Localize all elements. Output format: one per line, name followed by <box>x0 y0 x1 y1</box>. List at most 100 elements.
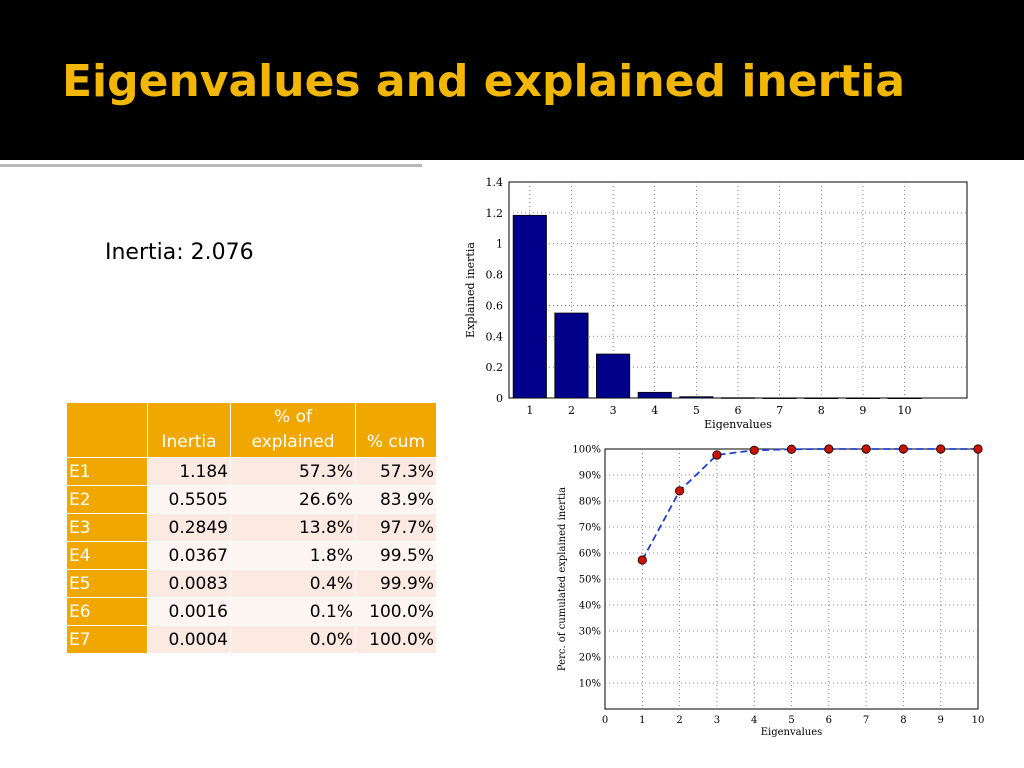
cell-explained: 26.6% <box>230 485 356 514</box>
row-label: E4 <box>66 541 148 570</box>
y-tick-label: 1.4 <box>486 176 504 189</box>
x-axis-label: Eigenvalues <box>761 727 823 738</box>
table-body: E1 1.184 57.3% 57.3% E2 0.5505 26.6% 83.9% E3 0.2… <box>66 457 437 654</box>
y-tick-label: 1.2 <box>486 207 504 220</box>
cell-inertia: 0.0004 <box>147 625 231 654</box>
y-tick-label: 60% <box>579 549 601 560</box>
bar <box>596 353 631 399</box>
data-point <box>936 444 946 454</box>
series-line <box>641 448 978 561</box>
table-row: E3 0.2849 13.8% 97.7% <box>66 513 437 542</box>
y-tick-label: 40% <box>579 601 601 612</box>
cell-explained: 0.0% <box>230 625 356 654</box>
table-header-row: Inertia % of explained % cum <box>66 402 437 458</box>
y-tick-label: 20% <box>579 653 601 664</box>
y-tick-label: 70% <box>579 523 601 534</box>
cell-explained: 13.8% <box>230 513 356 542</box>
y-tick-label: 10% <box>579 679 601 690</box>
row-label: E6 <box>66 597 148 626</box>
row-label: E7 <box>66 625 148 654</box>
data-point <box>973 444 983 454</box>
bar <box>679 396 714 399</box>
table-header-cell: Inertia <box>147 402 231 458</box>
x-tick-label: 7 <box>776 404 783 417</box>
row-label: E1 <box>66 457 148 486</box>
x-tick-label: 3 <box>610 404 617 417</box>
y-tick-label: 0 <box>496 392 503 405</box>
cell-cum: 97.7% <box>355 513 437 542</box>
data-point <box>861 444 871 454</box>
cell-inertia: 0.0083 <box>147 569 231 598</box>
table-row: E1 1.184 57.3% 57.3% <box>66 457 437 486</box>
cell-inertia: 0.0367 <box>147 541 231 570</box>
x-tick-label: 10 <box>972 715 985 726</box>
slide-title: Eigenvalues and explained inertia <box>62 56 906 107</box>
table-row: E2 0.5505 26.6% 83.9% <box>66 485 437 514</box>
x-tick-label: 4 <box>651 404 658 417</box>
bar-chart: 0 0.2 0.4 0.6 0.8 1 1.2 1.4 1 2 3 4 5 6 7 8 9 10 Explained… <box>464 176 968 430</box>
x-tick-label: 8 <box>900 715 906 726</box>
bar <box>554 312 589 399</box>
cell-inertia: 0.2849 <box>147 513 231 542</box>
y-axis-label: Explained inertia <box>464 242 477 338</box>
table-header-cell: % of explained <box>230 402 356 458</box>
data-point <box>712 450 722 460</box>
x-tick-label: 2 <box>676 715 682 726</box>
x-tick-label: 6 <box>826 715 832 726</box>
cell-inertia: 0.5505 <box>147 485 231 514</box>
x-tick-label: 8 <box>818 404 825 417</box>
cell-cum: 100.0% <box>355 625 437 654</box>
x-tick-label: 9 <box>859 404 866 417</box>
row-label: E5 <box>66 569 148 598</box>
x-tick-label: 4 <box>751 715 757 726</box>
cell-inertia: 0.0016 <box>147 597 231 626</box>
x-tick-label: 3 <box>714 715 720 726</box>
y-tick-label: 100% <box>572 445 601 456</box>
data-point <box>824 444 834 454</box>
line-chart: 10% 20% 30% 40% 50% 60% 70% 80% 90% 100% 0 1 2 3 4 5 6 7 8… <box>548 438 994 740</box>
y-tick-label: 50% <box>579 575 601 586</box>
y-tick-label: 0.6 <box>486 299 504 312</box>
title-bar: Eigenvalues and explained inertia <box>0 0 1024 160</box>
y-axis-label: Perc. of cumulated explained inertia <box>557 487 568 671</box>
y-tick-label: 1 <box>496 238 503 251</box>
table-row: E7 0.0004 0.0% 100.0% <box>66 625 437 654</box>
table-row: E6 0.0016 0.1% 100.0% <box>66 597 437 626</box>
total-inertia-text: Inertia: 2.076 <box>105 240 254 265</box>
bar <box>804 397 839 399</box>
table-header-cell: % cum <box>355 402 437 458</box>
bar <box>720 397 756 399</box>
x-tick-label: 0 <box>602 715 608 726</box>
x-tick-label: 9 <box>938 715 944 726</box>
cell-cum: 57.3% <box>355 457 437 486</box>
x-axis-label: Eigenvalues <box>704 418 772 430</box>
bar <box>887 397 922 399</box>
bar <box>845 397 880 399</box>
bar <box>512 214 547 399</box>
data-point <box>786 444 797 454</box>
cell-explained: 57.3% <box>230 457 356 486</box>
y-tick-label: 90% <box>579 471 601 482</box>
cell-explained: 0.1% <box>230 597 356 626</box>
table-row: E5 0.0083 0.4% 99.9% <box>66 569 437 598</box>
x-tick-label: 7 <box>863 715 869 726</box>
cell-cum: 83.9% <box>355 485 437 514</box>
eigenvalue-table: Inertia % of explained % cum E1 1.184 57.3… <box>66 402 437 654</box>
title-underline <box>0 164 422 167</box>
x-tick-label: 5 <box>788 715 794 726</box>
row-label: E2 <box>66 485 148 514</box>
bar <box>762 397 797 399</box>
data-point <box>749 445 759 455</box>
x-tick-label: 1 <box>526 404 533 417</box>
x-tick-label: 10 <box>898 404 912 417</box>
data-point <box>637 555 647 565</box>
y-tick-label: 30% <box>579 627 601 638</box>
table-header-cell <box>66 402 148 458</box>
cell-explained: 1.8% <box>230 541 356 570</box>
x-tick-label: 5 <box>693 404 700 417</box>
table-row: E4 0.0367 1.8% 99.5% <box>66 541 437 570</box>
cell-cum: 100.0% <box>355 597 437 626</box>
data-point <box>898 444 908 454</box>
y-tick-label: 0.2 <box>486 361 504 374</box>
cell-cum: 99.9% <box>355 569 437 598</box>
